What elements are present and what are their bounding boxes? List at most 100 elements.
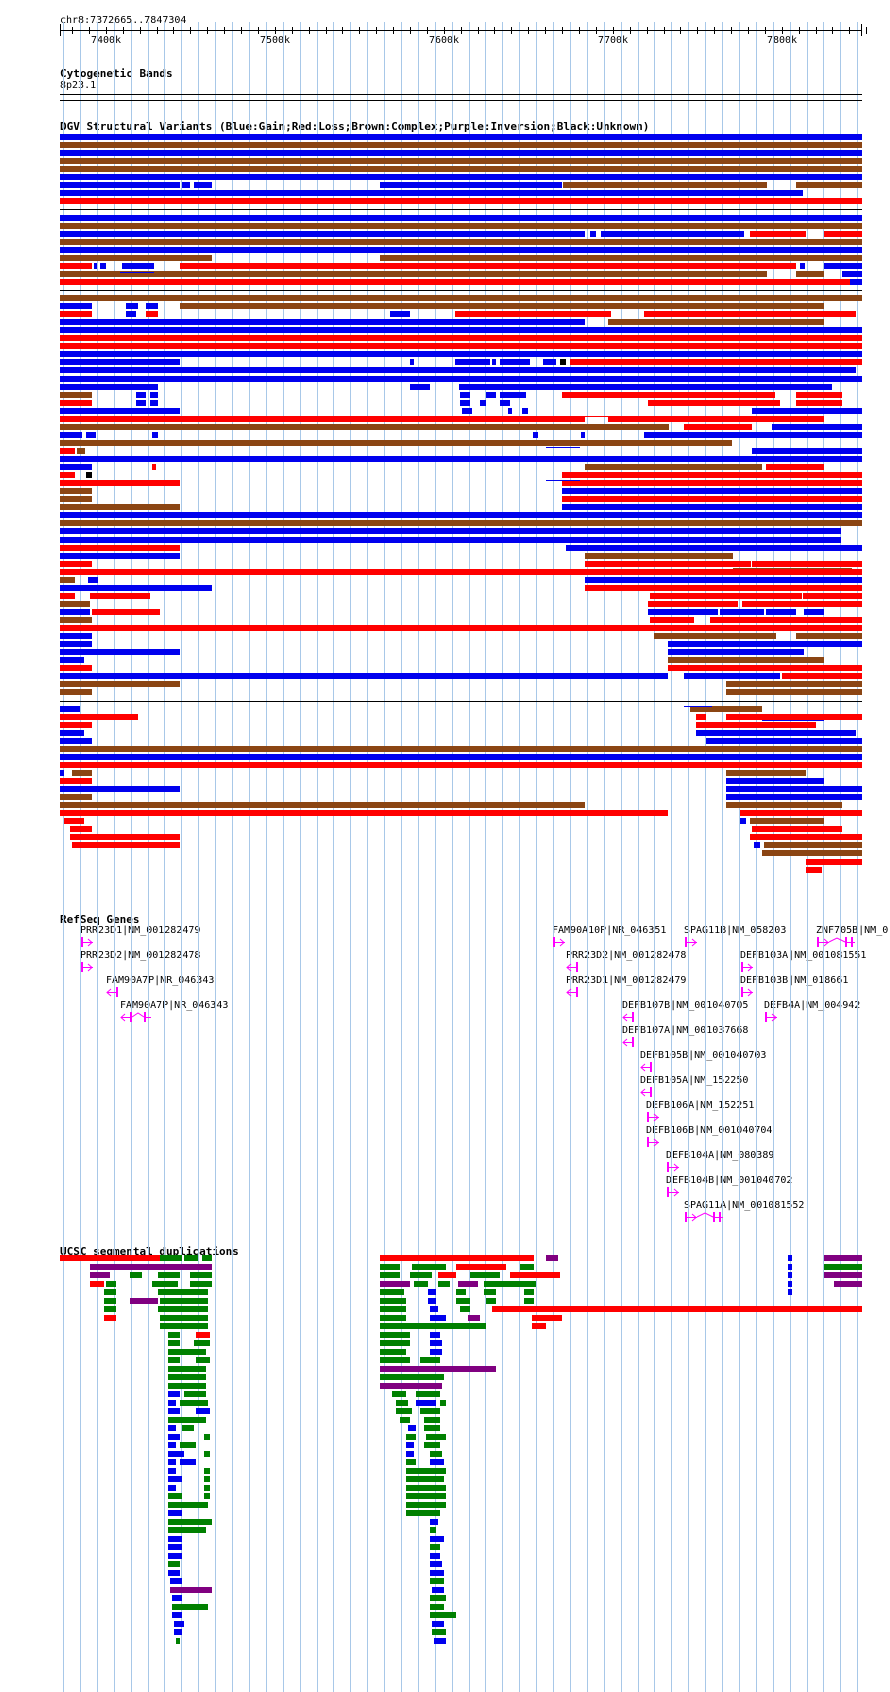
segdup-block: [456, 1298, 470, 1304]
dgv-variant: [60, 359, 180, 365]
segdup-block: [424, 1425, 440, 1431]
dgv-variant: [126, 303, 138, 309]
gene-label[interactable]: DEFB106B|NM_001040704: [646, 1125, 773, 1136]
segdup-block: [158, 1306, 208, 1312]
gene-label[interactable]: PRR23D2|NM_001282478: [80, 950, 201, 961]
dgv-variant: [60, 488, 92, 494]
dgv-variant: [668, 649, 804, 655]
segdup-track-title[interactable]: UCSC segmental duplications: [60, 1245, 239, 1258]
gene-strand-arrow: [747, 963, 753, 972]
dgv-variant: [668, 641, 862, 647]
gene-label[interactable]: DEFB107A|NM_001037668: [622, 1025, 749, 1036]
segdup-block: [170, 1578, 182, 1584]
segdup-block: [788, 1272, 792, 1278]
segdup-block: [430, 1451, 442, 1457]
segdup-block: [380, 1298, 406, 1304]
segdup-block: [172, 1595, 182, 1601]
ruler-tick-label: 7400k: [90, 35, 122, 46]
segdup-block: [430, 1527, 436, 1533]
segdup-block: [430, 1553, 440, 1559]
dgv-variant: [122, 263, 154, 269]
gene-label[interactable]: PRR23D1|NM_001282479: [566, 975, 687, 986]
gene-exon: [667, 1162, 669, 1172]
segdup-block: [160, 1315, 208, 1321]
dgv-variant: [644, 311, 856, 317]
gene-label[interactable]: DEFB103B|NM_018661: [740, 975, 849, 986]
segdup-block: [152, 1281, 178, 1287]
gene-exon: [845, 937, 847, 947]
dgv-variant: [684, 424, 752, 430]
segdup-block: [430, 1544, 440, 1550]
dgv-variant: [726, 778, 824, 784]
gene-label[interactable]: FAM90A7P|NR_046343: [106, 975, 215, 986]
dgv-variant: [60, 472, 75, 478]
gene-exon: [647, 1137, 649, 1147]
gene-label[interactable]: DEFB104A|NM_080389: [666, 1150, 775, 1161]
segdup-block: [470, 1272, 500, 1278]
gene-label[interactable]: FAM90A10P|NR_046351: [552, 925, 667, 936]
dgv-variant: [800, 263, 805, 269]
dgv-variant: [380, 255, 862, 261]
segdup-block: [168, 1366, 206, 1372]
segdup-block: [456, 1264, 506, 1270]
segdup-block: [430, 1340, 442, 1346]
dgv-variant: [650, 617, 694, 623]
dgv-variant: [804, 609, 824, 615]
gene-strand-arrow: [673, 1188, 679, 1197]
dgv-variant: [60, 504, 180, 510]
gene-label[interactable]: PRR23D1|NM_001282479: [80, 925, 201, 936]
dgv-variant: [824, 263, 862, 269]
segdup-block: [168, 1434, 180, 1440]
segdup-block: [196, 1332, 210, 1338]
gene-label[interactable]: SPAG11B|NM_058203: [684, 925, 787, 936]
gene-label[interactable]: DEFB107B|NM_001040705: [622, 1000, 749, 1011]
segdup-block: [204, 1434, 210, 1440]
cytoband-track-title[interactable]: Cytogenetic Bands: [60, 67, 173, 80]
dgv-variant: [585, 577, 862, 583]
dgv-variant: [562, 392, 775, 398]
dgv-variant: [60, 215, 862, 221]
refseq-track-title[interactable]: RefSeq Genes: [60, 913, 140, 926]
segdup-block: [194, 1340, 210, 1346]
segdup-block: [406, 1476, 444, 1482]
gene-label[interactable]: SPAG11A|NM_001081552: [684, 1200, 805, 1211]
dgv-variant: [60, 778, 92, 784]
segdup-block: [170, 1587, 212, 1593]
gene-label[interactable]: PRR23D2|NM_001282478: [566, 950, 687, 961]
dgv-variant: [726, 770, 806, 776]
gene-label[interactable]: DEFB4A|NM_004942: [764, 1000, 861, 1011]
dgv-variant: [752, 448, 862, 454]
segdup-block: [196, 1408, 210, 1414]
segdup-block: [168, 1408, 180, 1414]
gene-label[interactable]: DEFB105B|NM_001040703: [640, 1050, 767, 1061]
gene-strand-arrow: [622, 1013, 628, 1022]
segdup-block: [428, 1289, 436, 1295]
gene-strand-arrow: [653, 1138, 659, 1147]
dgv-variant: [60, 351, 862, 357]
dgv-variant: [72, 842, 180, 848]
dgv-variant: [60, 231, 585, 237]
segdup-block: [168, 1527, 206, 1533]
dgv-variant: [60, 424, 669, 430]
dgv-variant: [726, 714, 862, 720]
gene-label[interactable]: ZNF705B|NM_0: [816, 925, 889, 936]
dgv-variant: [560, 359, 566, 365]
gene-label[interactable]: DEFB106A|NM_152251: [646, 1100, 755, 1111]
dgv-variant: [726, 802, 842, 808]
segdup-block: [168, 1561, 180, 1567]
dgv-variant: [562, 504, 862, 510]
gene-label[interactable]: FAM90A7P|NR_046343: [120, 1000, 229, 1011]
gene-label[interactable]: DEFB105A|NM_152250: [640, 1075, 749, 1086]
dgv-variant: [60, 279, 850, 285]
dgv-variant: [486, 392, 496, 398]
gene-exon: [741, 987, 743, 997]
gene-label[interactable]: DEFB103A|NM_001081551: [740, 950, 867, 961]
dgv-variant: [60, 641, 92, 647]
dgv-variant: [60, 561, 92, 567]
dgv-variant: [60, 327, 862, 333]
gene-label[interactable]: DEFB104B|NM_001040702: [666, 1175, 793, 1186]
dgv-variant: [772, 424, 862, 430]
dgv-variant: [796, 182, 862, 188]
dgv-variant: [581, 432, 585, 438]
dgv-variant: [726, 786, 862, 792]
